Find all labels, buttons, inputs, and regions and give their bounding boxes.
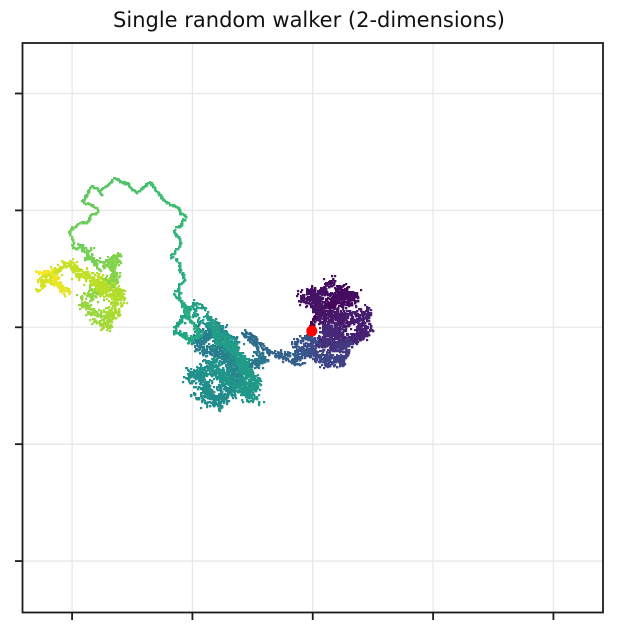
chart-title: Single random walker (2-dimensions): [113, 8, 505, 32]
